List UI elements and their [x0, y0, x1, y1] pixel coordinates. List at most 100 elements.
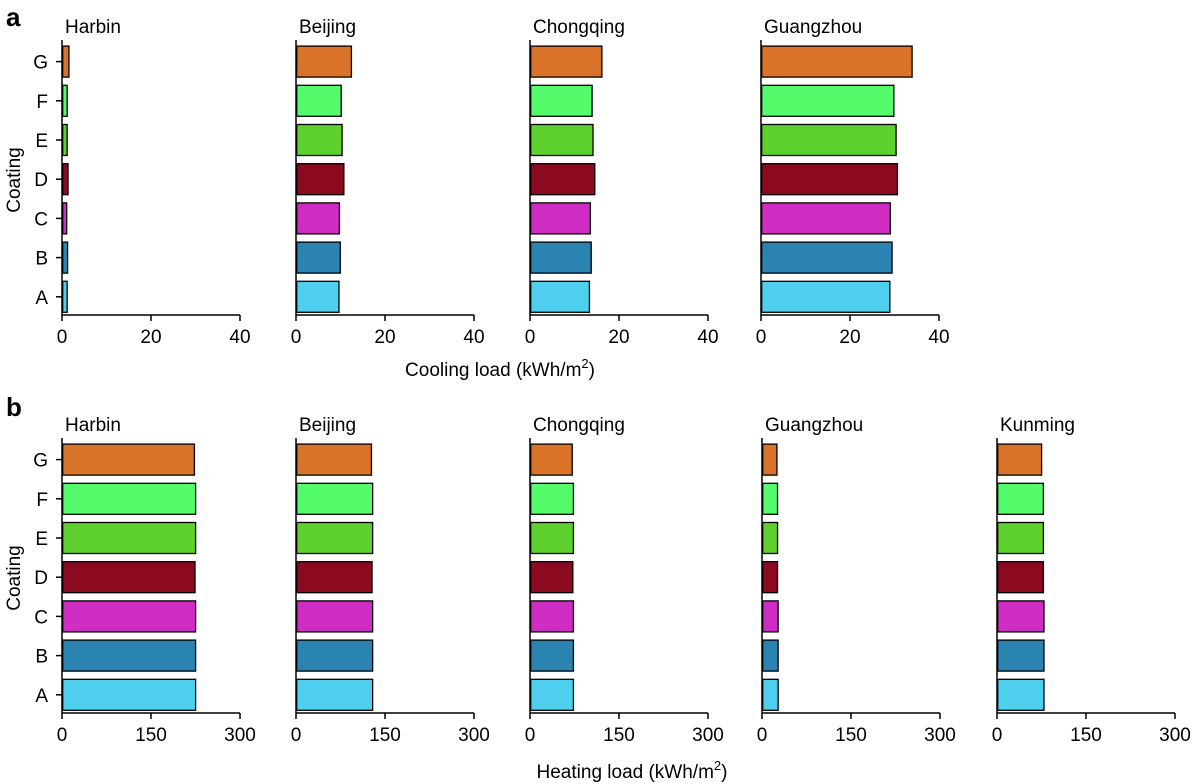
panel-b-kunming-bar-B [997, 639, 1045, 672]
panel-b-category-label-F: F [36, 490, 48, 511]
panel-b-chongqing-bar-G [530, 443, 573, 476]
panel-b-category-label-D: D [34, 568, 48, 589]
panel-b-beijing-bar-D [296, 561, 373, 594]
panel-b-guangzhou-bar-E [762, 521, 779, 555]
panel-b-subplot-3: Guangzhou 0 150 300 [757, 415, 956, 746]
panel-a-x-tick-label-2-2: 40 [697, 327, 718, 348]
panel-b-city-title-0: Harbin [65, 415, 121, 436]
panel-b-kunming-bar-F [997, 482, 1045, 515]
panel-a-chongqing-bar-A [530, 280, 591, 313]
panel-b-x-axis-title-main: Heating load (kWh/m [537, 762, 714, 783]
panel-a-category-label-C: C [34, 209, 48, 230]
panel-b-harbin-bar-F [62, 482, 197, 515]
panel-a-x-tick-label-0-0: 0 [57, 327, 68, 348]
panel-b-harbin-bar-D [62, 561, 196, 594]
panel-b-x-tick-label-0-1: 150 [135, 725, 167, 746]
panel-a-guangzhou-bar-D [761, 163, 899, 196]
panel-b-x-tick-label-1-0: 0 [291, 725, 302, 746]
panel-b-subplot-1: Beijing 0 150 300 [291, 415, 490, 746]
panel-b-harbin-bar-A [62, 678, 197, 711]
panel-a-subplot-3: Guangzhou 0 20 40 [756, 17, 950, 348]
panel-b-city-title-3: Guangzhou [765, 415, 863, 436]
panel-a-guangzhou-bar-G [761, 45, 913, 78]
panel-a-guangzhou-bar-B [761, 241, 893, 274]
panel-a-x-tick-label-3-1: 20 [839, 327, 860, 348]
panel-a-x-tick-label-1-2: 40 [463, 327, 484, 348]
panel-b-kunming-bar-E [997, 521, 1045, 555]
panel-a-chongqing-bar-F [530, 84, 593, 117]
panel-a-harbin-bar-C [62, 202, 68, 235]
panel-b-x-tick-label-4-0: 0 [992, 725, 1003, 746]
panel-a-beijing-bar-A [296, 280, 340, 313]
panel-letter-a: a [6, 2, 21, 32]
panel-a-chongqing-bar-B [530, 241, 592, 274]
panel-a-subplot-1: Beijing 0 20 40 [291, 17, 485, 348]
panel-b-beijing-bar-C [296, 600, 374, 633]
panel-b-x-tick-label-3-1: 150 [835, 725, 867, 746]
panel-b-subplot-2: Chongqing 0 150 300 [525, 415, 724, 746]
panel-b-harbin-bar-B [62, 639, 197, 672]
panel-b-x-tick-label-1-1: 150 [369, 725, 401, 746]
panel-b-category-label-G: G [33, 451, 48, 472]
panel-a-harbin-bar-E [62, 123, 68, 157]
panel-b-harbin-bar-E [62, 521, 197, 555]
panel-a-category-label-F: F [36, 92, 48, 113]
panel-b-chongqing-bar-D [530, 561, 574, 594]
panel-b-guangzhou-bar-D [762, 561, 779, 594]
panel-a-harbin-bar-F [62, 84, 68, 117]
panel-b-x-axis-title: Heating load (kWh/m2) [537, 758, 728, 783]
panel-a-beijing-bar-D [296, 163, 345, 196]
panel-a-x-tick-label-3-0: 0 [756, 327, 767, 348]
panel-a-beijing-bar-F [296, 84, 342, 117]
panel-b-x-tick-label-2-2: 300 [692, 725, 724, 746]
panel-a-category-label-B: B [35, 249, 48, 270]
panel-b-beijing-bar-A [296, 678, 374, 711]
panel-a-city-title-2: Chongqing [533, 17, 625, 38]
panel-b-guangzhou-bar-B [762, 639, 779, 672]
panel-b-city-title-1: Beijing [299, 415, 356, 436]
panel-a-category-label-E: E [35, 131, 48, 152]
panel-a-harbin-bar-B [62, 241, 69, 274]
panel-b-chongqing-bar-E [530, 521, 575, 555]
panel-a-city-title-0: Harbin [65, 17, 121, 38]
panel-a-guangzhou-bar-F [761, 84, 895, 117]
panel-b-beijing-bar-E [296, 521, 374, 555]
panel-a-x-tick-label-0-1: 20 [140, 327, 161, 348]
panel-b-x-tick-label-0-2: 300 [224, 725, 256, 746]
panel-b-city-title-4: Kunming [1000, 415, 1075, 436]
panel-b-x-tick-label-4-2: 300 [1159, 725, 1191, 746]
panel-a-chongqing-bar-G [530, 45, 603, 78]
panel-b-kunming-bar-C [997, 600, 1045, 633]
panel-a-x-tick-label-2-0: 0 [525, 327, 536, 348]
panel-a-category-label-D: D [34, 170, 48, 191]
panel-a-x-tick-label-3-2: 40 [928, 327, 949, 348]
panel-a-x-axis-title-superscript: 2 [581, 356, 588, 371]
panel-b-guangzhou-bar-A [762, 678, 779, 711]
panel-b-kunming-bar-G [997, 443, 1043, 476]
panel-b-chongqing-bar-B [530, 639, 575, 672]
panel-a-x-tick-label-1-1: 20 [374, 327, 395, 348]
panel-a-harbin-bar-A [62, 280, 68, 313]
panel-a-harbin-bar-G [62, 45, 70, 78]
panel-b-x-axis-title-superscript: 2 [714, 758, 721, 773]
panel-b-category-label-A: A [35, 686, 48, 707]
panel-b-category-label-E: E [35, 529, 48, 550]
panel-a-y-axis-title: Coating [4, 147, 25, 213]
panel-a-guangzhou-bar-C [761, 202, 891, 235]
panel-a-x-axis-title-main: Cooling load (kWh/m [405, 360, 581, 381]
panel-a-chongqing-bar-E [530, 123, 594, 157]
panel-a-city-title-3: Guangzhou [764, 17, 862, 38]
panel-a-x-tick-label-0-2: 40 [229, 327, 250, 348]
panel-b-category-label-B: B [35, 647, 48, 668]
panel-a-chongqing-bar-C [530, 202, 591, 235]
panel-a-harbin-bar-D [62, 163, 69, 196]
panel-b-category-label-C: C [34, 607, 48, 628]
panel-b-x-tick-label-1-2: 300 [458, 725, 490, 746]
panel-a-category-label-A: A [35, 288, 48, 309]
panel-a-subplot-2: Chongqing 0 20 40 [525, 17, 719, 348]
panel-a-city-title-1: Beijing [299, 17, 356, 38]
panel-b-beijing-bar-G [296, 443, 373, 476]
panel-a-guangzhou-bar-E [761, 123, 897, 157]
panel-b-beijing-bar-F [296, 482, 374, 515]
